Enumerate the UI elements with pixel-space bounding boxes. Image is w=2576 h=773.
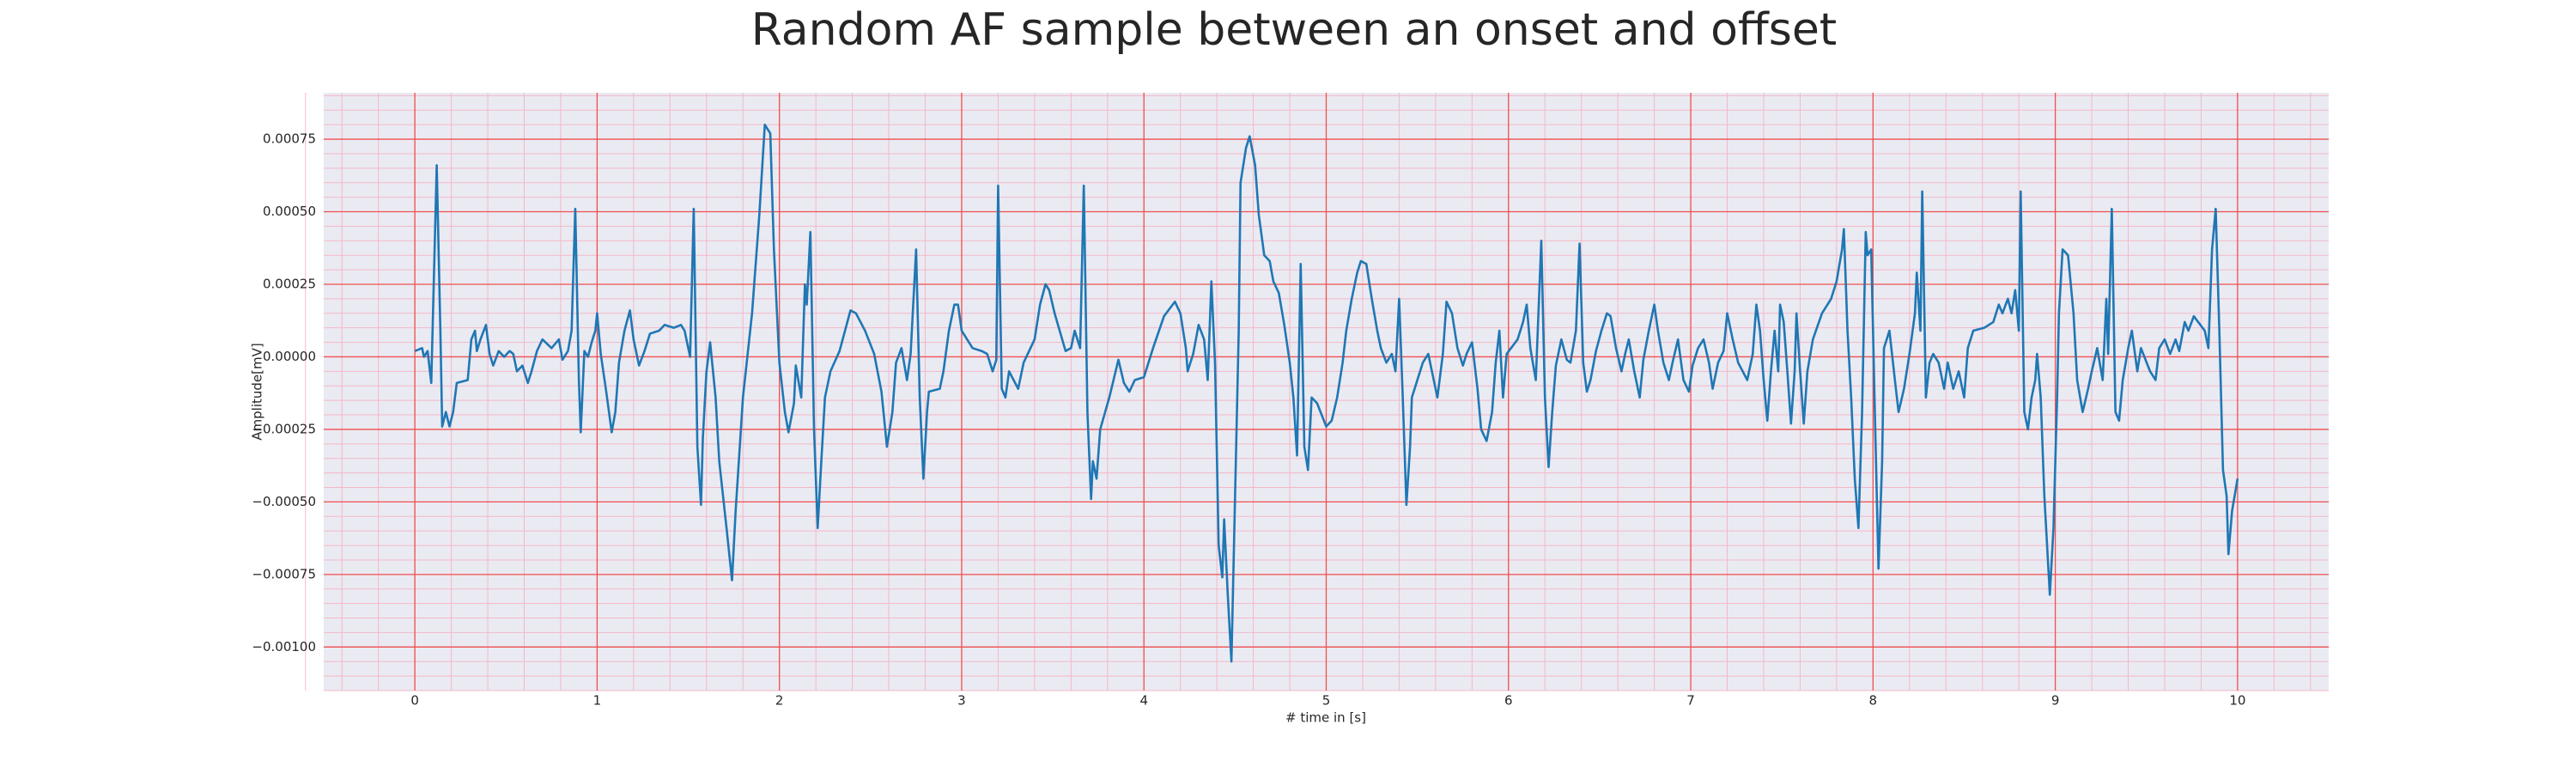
x-tick-label: 7 bbox=[1686, 693, 1695, 709]
x-tick-label: 3 bbox=[957, 693, 966, 709]
y-tick-label: 0.00000 bbox=[263, 349, 316, 364]
y-tick-label: 0.00025 bbox=[263, 276, 316, 291]
y-tick-label: −0.00100 bbox=[252, 639, 316, 654]
x-tick-label: 4 bbox=[1139, 693, 1148, 709]
series bbox=[414, 123, 2239, 663]
x-tick-label: 6 bbox=[1504, 693, 1513, 709]
y-tick-label: −0.00075 bbox=[252, 566, 316, 581]
x-tick-label: 10 bbox=[2229, 693, 2245, 709]
x-axis-label: # time in [s] bbox=[1285, 710, 1366, 726]
x-tick-label: 8 bbox=[1869, 693, 1878, 709]
grid bbox=[305, 93, 2329, 691]
y-tick-label: −0.00050 bbox=[252, 494, 316, 509]
x-tick-label: 0 bbox=[410, 693, 419, 709]
x-tick-label: 2 bbox=[775, 693, 784, 709]
x-tick-label: 5 bbox=[1322, 693, 1331, 709]
x-tick-label: 1 bbox=[593, 693, 602, 709]
y-axis-label: Amplitude[mV] bbox=[250, 343, 265, 440]
y-tick-label: −0.00025 bbox=[252, 421, 316, 436]
y-tick-label: 0.00075 bbox=[263, 131, 316, 147]
chart-title: Random AF sample between an onset and of… bbox=[751, 4, 1837, 56]
x-tick-label: 9 bbox=[2051, 693, 2060, 709]
signal-line bbox=[414, 123, 2239, 663]
y-tick-label: 0.00050 bbox=[263, 204, 316, 219]
